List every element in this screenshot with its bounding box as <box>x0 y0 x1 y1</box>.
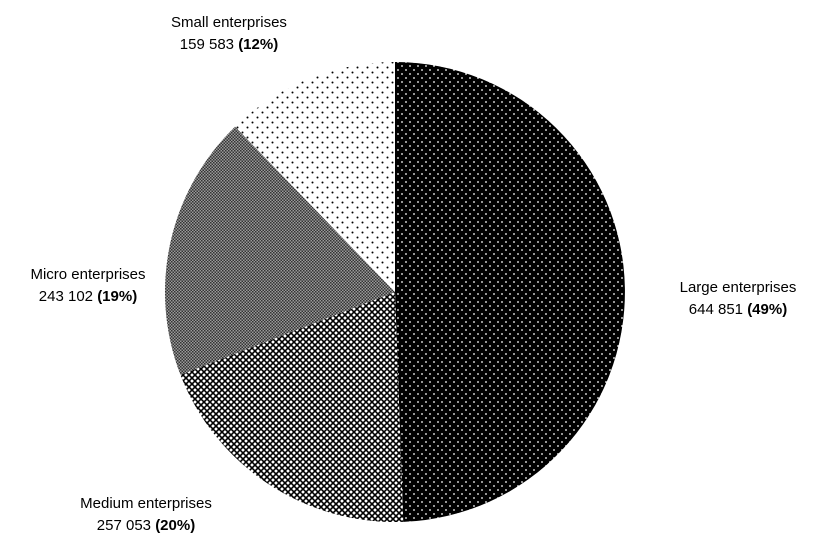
slice-label-micro-value: 243 102 (19%) <box>39 288 137 305</box>
slice-label-medium-name: Medium enterprises <box>80 495 212 512</box>
pie-labels: Large enterprises 644 851 (49%) Medium e… <box>30 14 796 534</box>
slice-label-large-name: Large enterprises <box>680 279 797 296</box>
pie-slice-large <box>395 62 625 522</box>
slice-label-small-name: Small enterprises <box>171 14 287 31</box>
pie-slices <box>164 62 625 522</box>
pie-slice-micro <box>164 126 395 375</box>
pie-slice-small <box>235 62 395 292</box>
slice-label-large-value: 644 851 (49%) <box>689 301 787 318</box>
pie-slice-medium <box>180 292 404 522</box>
slice-label-medium-value: 257 053 (20%) <box>97 517 195 534</box>
slice-label-small-value: 159 583 (12%) <box>180 36 278 53</box>
slice-label-micro-name: Micro enterprises <box>30 266 145 283</box>
